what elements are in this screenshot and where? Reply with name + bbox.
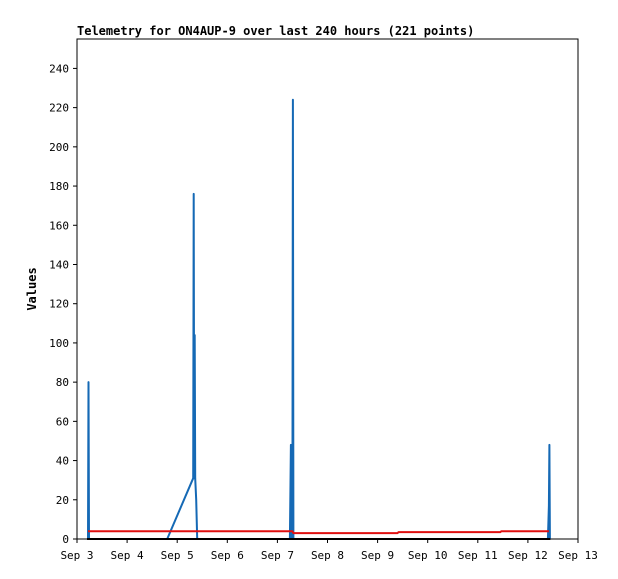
plot-frame [76,38,579,540]
y-tick-label: 40 [56,455,69,468]
y-tick-label: 60 [56,415,69,428]
x-tick-label: Sep 11 [458,549,498,562]
y-tick-label: 180 [49,180,69,193]
x-tick-label: Sep 12 [508,549,548,562]
y-tick-label: 100 [49,337,69,350]
y-tick-label: 140 [49,258,69,271]
x-tick-label: Sep 10 [408,549,448,562]
y-tick-label: 240 [49,62,69,75]
y-tick-label: 120 [49,298,69,311]
y-axis: 0 20 40 60 80 100 120 140 160 180 200 220 240 [49,62,77,546]
series-line-2 [88,530,549,535]
x-tick-label: Sep 13 [558,549,598,562]
series-line-1 [87,98,551,540]
y-tick-label: 20 [56,494,69,507]
x-tick-label: Sep 9 [361,549,394,562]
x-tick-label: Sep 8 [311,549,344,562]
x-tick-label: Sep 6 [211,549,244,562]
y-tick-label: 160 [49,219,69,232]
y-tick-label: 80 [56,376,69,389]
y-tick-label: 220 [49,102,69,115]
y-tick-label: 0 [62,533,69,546]
y-axis-label: Values [25,267,39,310]
x-tick-label: Sep 4 [111,549,144,562]
x-axis: Sep 3 Sep 4 Sep 5 Sep 6 Sep 7 Sep 8 Sep 9 Sep 1… [60,539,598,562]
y-tick-label: 200 [49,141,69,154]
x-tick-label: Sep 3 [60,549,93,562]
series-layer [87,98,551,540]
chart-title: Telemetry for ON4AUP-9 over last 240 hou… [77,24,474,38]
x-tick-label: Sep 5 [161,549,194,562]
x-tick-label: Sep 7 [261,549,294,562]
